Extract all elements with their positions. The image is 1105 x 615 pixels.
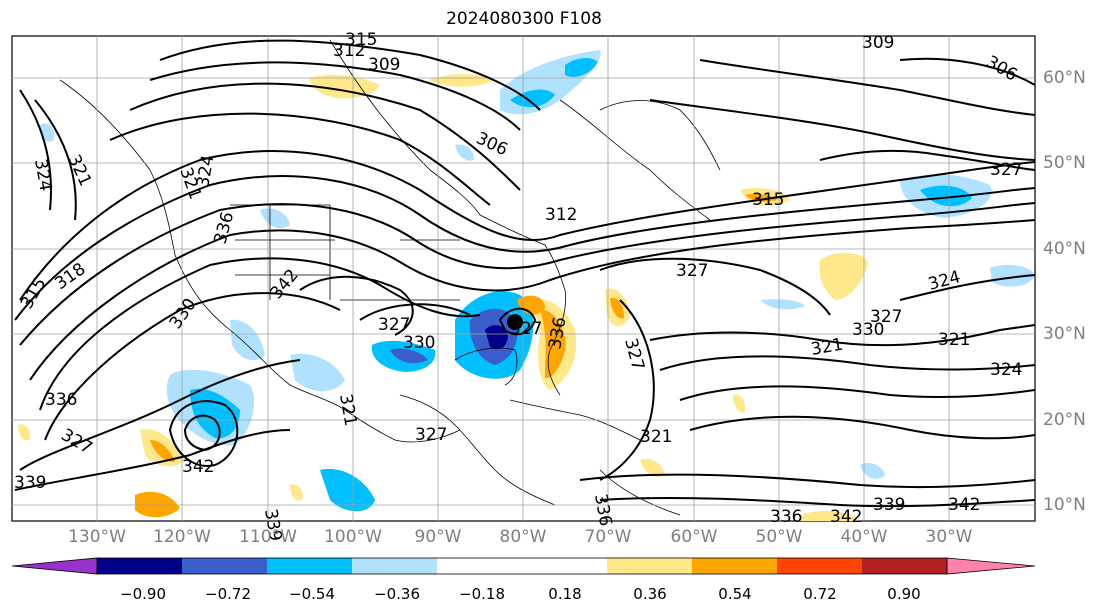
contour-label: 327 bbox=[870, 307, 902, 327]
longitude-label: 130°W bbox=[68, 527, 126, 547]
colorbar-tick-label: −0.18 bbox=[459, 585, 505, 603]
longitude-label: 90°W bbox=[414, 527, 462, 547]
contour-label: 309 bbox=[368, 55, 400, 75]
colorbar-bin bbox=[437, 558, 607, 574]
colorbar-tick-label: 0.36 bbox=[633, 585, 667, 603]
colorbar-bin bbox=[862, 558, 947, 574]
contour-label: 324 bbox=[990, 360, 1022, 380]
colorbar-bin bbox=[182, 558, 267, 574]
map-title: 2024080300 F108 bbox=[446, 9, 602, 29]
colorbar-bin bbox=[97, 558, 182, 574]
longitude-label: 50°W bbox=[755, 527, 803, 547]
longitude-label: 110°W bbox=[239, 527, 297, 547]
colorbar-tick-label: −0.90 bbox=[120, 585, 166, 603]
contour-label: 336 bbox=[590, 492, 615, 527]
contour-label: 327 bbox=[415, 425, 447, 445]
colorbar-tick-label: −0.72 bbox=[205, 585, 251, 603]
colorbar-bin bbox=[777, 558, 862, 574]
contour-label: 342 bbox=[830, 507, 862, 527]
colorbar-upper-extend bbox=[946, 557, 1036, 575]
colorbar-lower-extend bbox=[11, 557, 98, 575]
colorbar-bin bbox=[692, 558, 777, 574]
contour-label: 327 bbox=[676, 261, 708, 281]
longitude-label: 120°W bbox=[153, 527, 211, 547]
contour-label-group: 315 312 309 306 309 306 327 321 324 321 … bbox=[14, 30, 1022, 543]
contour-label: 336 bbox=[45, 390, 77, 410]
contour-label: 327 bbox=[510, 319, 542, 339]
contour-label: 309 bbox=[862, 33, 894, 53]
contour-label: 315 bbox=[345, 30, 377, 50]
contour-label: 336 bbox=[770, 507, 802, 527]
contour-label: 315 bbox=[752, 190, 784, 210]
contour-label: 321 bbox=[938, 330, 970, 350]
colorbar-tick-label: 0.54 bbox=[718, 585, 752, 603]
contour-label: 339 bbox=[14, 473, 46, 493]
colorbar-tick-label: 0.72 bbox=[803, 585, 837, 603]
colorbar bbox=[11, 557, 1036, 575]
longitude-label: 30°W bbox=[925, 527, 973, 547]
contour-label: 339 bbox=[873, 495, 905, 515]
latitude-label: 50°N bbox=[1043, 153, 1086, 173]
colorbar-bin bbox=[607, 558, 692, 574]
colorbar-tick-label: 0.18 bbox=[548, 585, 582, 603]
latitude-label: 20°N bbox=[1043, 410, 1086, 430]
colorbar-outline bbox=[96, 557, 948, 575]
latitude-label: 10°N bbox=[1043, 495, 1086, 515]
contour-lines bbox=[14, 39, 1035, 508]
longitude-label: 60°W bbox=[670, 527, 718, 547]
longitude-label: 80°W bbox=[499, 527, 547, 547]
longitude-label: 100°W bbox=[324, 527, 382, 547]
colorbar-tick-label: 0.90 bbox=[887, 585, 921, 603]
colorbar-tick-label: −0.36 bbox=[374, 585, 420, 603]
longitude-label: 40°W bbox=[840, 527, 888, 547]
contour-label: 321 bbox=[640, 427, 672, 447]
contour-label: 312 bbox=[545, 205, 577, 225]
longitude-label: 70°W bbox=[584, 527, 632, 547]
latitude-label: 60°N bbox=[1043, 68, 1086, 88]
storm-center-marker bbox=[507, 314, 523, 330]
colorbar-bin bbox=[267, 558, 352, 574]
contour-label: 312 bbox=[333, 41, 365, 61]
contour-label: 342 bbox=[182, 457, 214, 477]
latitude-label: 40°N bbox=[1043, 239, 1086, 259]
contour-label: 342 bbox=[948, 495, 980, 515]
latitude-label: 30°N bbox=[1043, 324, 1086, 344]
colorbar-tick-label: −0.54 bbox=[289, 585, 335, 603]
contour-label: 330 bbox=[852, 320, 884, 340]
colorbar-bin bbox=[352, 558, 437, 574]
contour-label: 327 bbox=[378, 315, 410, 335]
contour-label: 327 bbox=[990, 160, 1022, 180]
contour-label: 330 bbox=[403, 333, 435, 353]
